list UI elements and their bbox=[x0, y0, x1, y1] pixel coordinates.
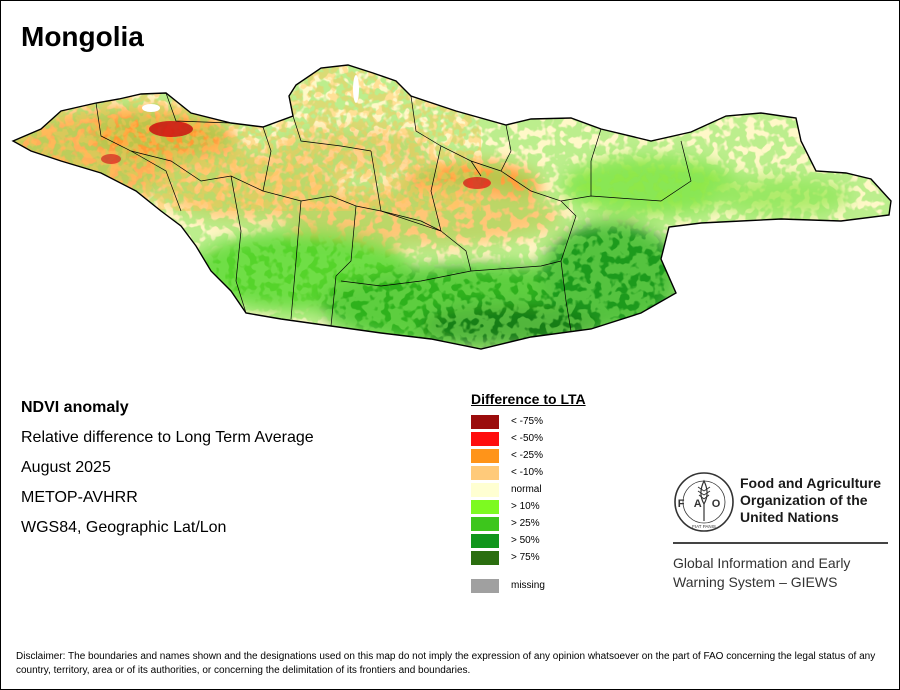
legend-label: < -25% bbox=[511, 450, 543, 461]
divider bbox=[673, 542, 888, 544]
ndvi-anomaly-raster bbox=[13, 65, 891, 349]
fao-logo-motto: FIAT PANIS bbox=[692, 524, 716, 529]
fao-logo: FAO FIAT PANIS bbox=[674, 472, 734, 532]
legend-swatch bbox=[471, 533, 499, 548]
product-period: August 2025 bbox=[21, 459, 111, 476]
product-description: Relative difference to Long Term Average bbox=[21, 429, 314, 446]
legend-label: < -50% bbox=[511, 433, 543, 444]
legend-label: > 25% bbox=[511, 518, 540, 529]
legend-label: < -10% bbox=[511, 467, 543, 478]
product-sensor: METOP-AVHRR bbox=[21, 489, 138, 506]
giews-label: Global Information and Early Warning Sys… bbox=[673, 554, 850, 592]
legend-item: > 10% bbox=[471, 498, 671, 515]
lake-khovsgol bbox=[353, 75, 359, 103]
legend-label: normal bbox=[511, 484, 542, 495]
legend-title: Difference to LTA bbox=[471, 391, 586, 407]
country-map bbox=[12, 64, 892, 350]
disclaimer: Disclaimer: The boundaries and names sho… bbox=[16, 651, 876, 676]
legend-item: > 75% bbox=[471, 549, 671, 566]
legend-swatch bbox=[471, 499, 499, 514]
legend-swatch bbox=[471, 482, 499, 497]
legend-item: > 50% bbox=[471, 532, 671, 549]
legend-label: > 10% bbox=[511, 501, 540, 512]
legend-swatch bbox=[471, 550, 499, 565]
fao-name-line: Organization of the bbox=[740, 492, 868, 508]
fao-name-line: Food and Agriculture bbox=[740, 475, 882, 491]
product-name: NDVI anomaly bbox=[21, 399, 129, 416]
province-boundaries bbox=[95, 92, 692, 332]
legend-swatch bbox=[471, 448, 499, 463]
map-info-block: NDVI anomaly Relative difference to Long… bbox=[21, 397, 314, 547]
legend-label: > 75% bbox=[511, 552, 540, 563]
legend-label: < -75% bbox=[511, 416, 543, 427]
legend-item: < -50% bbox=[471, 430, 671, 447]
legend-item: normal bbox=[471, 481, 671, 498]
product-projection: WGS84, Geographic Lat/Lon bbox=[21, 519, 227, 536]
legend-item: > 25% bbox=[471, 515, 671, 532]
legend-item: < -25% bbox=[471, 447, 671, 464]
legend-item: < -10% bbox=[471, 464, 671, 481]
map-legend: Difference to LTA < -75% < -50% < -25% <… bbox=[471, 391, 671, 594]
map-title: Mongolia bbox=[21, 21, 144, 52]
legend-swatch bbox=[471, 465, 499, 480]
legend-swatch bbox=[471, 578, 499, 593]
legend-swatch bbox=[471, 431, 499, 446]
legend-swatch bbox=[471, 414, 499, 429]
legend-label: > 50% bbox=[511, 535, 540, 546]
legend-swatch bbox=[471, 516, 499, 531]
fao-org-name: Food and Agriculture Organization of the… bbox=[740, 475, 881, 526]
legend-item: < -75% bbox=[471, 413, 671, 430]
fao-logo-letters: FAO bbox=[678, 498, 731, 510]
legend-label: missing bbox=[511, 580, 545, 591]
lake-uvs bbox=[142, 104, 160, 112]
fao-name-line: United Nations bbox=[740, 509, 839, 525]
giews-line: Warning System – GIEWS bbox=[673, 574, 838, 590]
legend-item-missing: missing bbox=[471, 577, 671, 594]
giews-line: Global Information and Early bbox=[673, 555, 851, 571]
